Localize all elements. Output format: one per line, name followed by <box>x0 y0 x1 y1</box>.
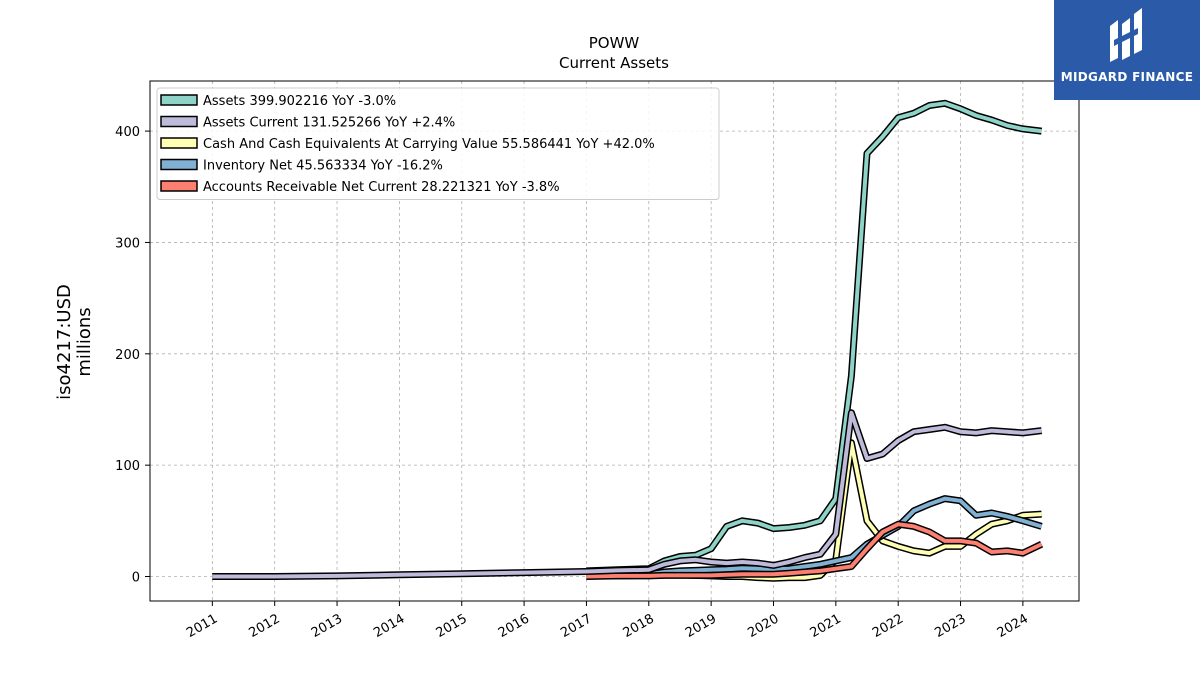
x-tick-label: 2017 <box>558 611 594 641</box>
series-line-4 <box>586 522 1043 579</box>
legend-label: Cash And Cash Equivalents At Carrying Va… <box>203 137 655 152</box>
plot-frame <box>149 80 1080 602</box>
y-axis-label-line1: iso4217:USD <box>54 284 75 400</box>
chart-title: POWW <box>589 34 640 52</box>
legend-box <box>156 87 720 200</box>
x-tick-label: 2016 <box>496 611 532 641</box>
series-line-0 <box>586 101 1042 573</box>
x-tick-label: 2015 <box>434 611 470 641</box>
series-group <box>212 99 1044 582</box>
legend-label: Inventory Net 45.563334 YoY -16.2% <box>203 159 443 174</box>
x-tick-label: 2024 <box>995 611 1031 641</box>
series-line-3 <box>586 496 1043 578</box>
x-tick-label: 2021 <box>808 611 844 641</box>
legend-swatch <box>160 94 198 106</box>
x-tick-label: 2023 <box>932 611 968 641</box>
legend-swatch <box>160 137 198 149</box>
legend-swatch <box>160 158 198 171</box>
chart-subtitle: Current Assets <box>559 54 669 72</box>
y-tick-label: 0 <box>132 571 140 586</box>
x-tick-label: 2018 <box>621 611 657 641</box>
x-tick-label: 2013 <box>309 611 345 641</box>
legend-swatch <box>160 115 198 128</box>
brand-logo: MIDGARD FINANCE <box>1054 0 1200 100</box>
legend-label: Accounts Receivable Net Current 28.22132… <box>203 180 560 195</box>
legend-label: Assets Current 131.525266 YoY +2.4% <box>203 116 455 131</box>
y-axis-label-line2: millions <box>74 307 95 376</box>
axes: 0 100 200 300 400 2011 2012 2013 2014 2015 2016 201… <box>115 125 1031 641</box>
legend-swatch <box>160 180 198 192</box>
y-axis-label: iso4217:USD millions <box>54 284 95 400</box>
x-tick-label: 2020 <box>745 611 781 641</box>
x-tick-label: 2022 <box>870 611 906 641</box>
x-tick-label: 2012 <box>247 611 283 641</box>
y-tick-label: 100 <box>115 459 140 474</box>
y-tick-label: 200 <box>115 348 140 363</box>
legend: Assets 399.902216 YoY -3.0% Assets Curren… <box>156 87 720 200</box>
y-tick-label: 300 <box>115 236 140 251</box>
grid <box>150 81 1079 601</box>
brand-name: MIDGARD FINANCE <box>1060 70 1194 84</box>
x-tick-label: 2014 <box>371 611 407 641</box>
series-line-1 <box>212 410 1042 579</box>
x-tick-label: 2011 <box>184 611 220 641</box>
legend-label: Assets 399.902216 YoY -3.0% <box>203 94 396 109</box>
midgard-logo-icon <box>1110 8 1142 62</box>
y-tick-label: 400 <box>115 125 140 140</box>
x-tick-label: 2019 <box>683 611 719 641</box>
